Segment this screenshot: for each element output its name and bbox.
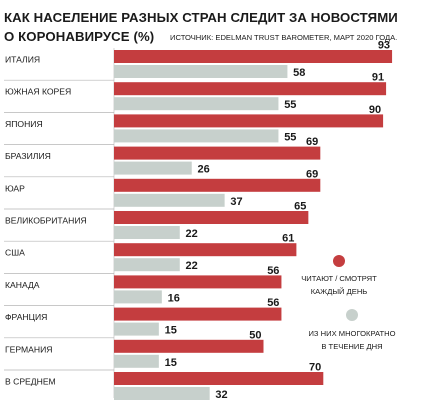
category-label: ФРАНЦИЯ bbox=[5, 312, 47, 322]
bar-rows: ИТАЛИЯ 93 58 ЮЖНАЯ КОРЕЯ 91 55 ЯПОНИЯ 90 55 БРАЗИ… bbox=[4, 40, 393, 401]
category-label: ГЕРМАНИЯ bbox=[5, 344, 53, 354]
category-label: ЮЖНАЯ КОРЕЯ bbox=[5, 87, 71, 97]
bar-daily-value: 65 bbox=[294, 201, 306, 213]
bar-multiple bbox=[114, 129, 279, 143]
bar-daily bbox=[114, 275, 282, 289]
bar-daily-value: 93 bbox=[378, 40, 390, 52]
chart-title-line1: КАК НАСЕЛЕНИЕ РАЗНЫХ СТРАН СЛЕДИТ ЗА НОВ… bbox=[4, 10, 398, 25]
bar-daily-value: 50 bbox=[249, 329, 261, 341]
bar-multiple-value: 58 bbox=[293, 67, 305, 79]
category-label: В СРЕДНЕМ bbox=[5, 377, 56, 387]
bar-multiple bbox=[114, 97, 279, 111]
category-label: ВЕЛИКОБРИТАНИЯ bbox=[5, 216, 87, 226]
bar-multiple bbox=[114, 258, 180, 272]
bar-daily bbox=[114, 307, 282, 321]
bar-daily bbox=[114, 243, 297, 257]
bar-daily bbox=[114, 82, 387, 96]
bar-daily-value: 91 bbox=[372, 72, 384, 84]
bar-multiple-value: 37 bbox=[230, 196, 242, 208]
bar-multiple-value: 22 bbox=[186, 228, 198, 240]
category-label: ЮАР bbox=[5, 183, 25, 193]
legend-daily-label-line1: ЧИТАЮТ / СМОТРЯТ bbox=[301, 274, 377, 283]
bar-multiple-value: 26 bbox=[197, 164, 209, 176]
bar-multiple bbox=[114, 354, 159, 368]
bar-multiple bbox=[114, 161, 192, 175]
bar-multiple bbox=[114, 387, 210, 400]
legend: ЧИТАЮТ / СМОТРЯТ КАЖДЫЙ ДЕНЬ ИЗ НИХ МНОГ… bbox=[301, 255, 396, 351]
bar-daily-value: 69 bbox=[306, 136, 318, 148]
legend-multiple-marker bbox=[346, 309, 358, 321]
bar-daily bbox=[114, 178, 321, 192]
bar-daily-value: 70 bbox=[309, 362, 321, 374]
category-label: ИТАЛИЯ bbox=[5, 55, 40, 65]
bar-daily-value: 56 bbox=[267, 265, 279, 277]
bar-multiple-value: 15 bbox=[165, 325, 177, 337]
chart-title-line2: О КОРОНАВИРУСЕ (%) bbox=[4, 29, 154, 44]
legend-daily-label-line2: КАЖДЫЙ ДЕНЬ bbox=[311, 287, 368, 296]
bar-multiple-value: 16 bbox=[168, 292, 180, 304]
legend-daily-marker bbox=[333, 255, 345, 267]
category-label: ЯПОНИЯ bbox=[5, 119, 43, 129]
bar-daily bbox=[114, 146, 321, 160]
bar-multiple-value: 55 bbox=[284, 131, 296, 143]
bar-daily-value: 69 bbox=[306, 168, 318, 180]
bar-multiple bbox=[114, 290, 162, 304]
bar-multiple bbox=[114, 226, 180, 239]
category-label: БРАЗИЛИЯ bbox=[5, 151, 51, 161]
source-note: ИСТОЧНИК: EDELMAN TRUST BAROMETER, МАРТ … bbox=[170, 33, 397, 42]
bar-multiple-value: 55 bbox=[284, 99, 296, 111]
bar-daily bbox=[114, 372, 324, 385]
bar-daily bbox=[114, 339, 264, 353]
bar-daily-value: 56 bbox=[267, 297, 279, 309]
bar-daily-value: 90 bbox=[369, 104, 381, 116]
bar-multiple bbox=[114, 65, 288, 78]
legend-multiple-label-line2: В ТЕЧЕНИЕ ДНЯ bbox=[321, 342, 382, 351]
category-label: США bbox=[5, 248, 25, 258]
bar-daily-value: 61 bbox=[282, 233, 294, 245]
bar-daily bbox=[114, 114, 384, 128]
bar-multiple-value: 22 bbox=[186, 260, 198, 272]
bar-daily bbox=[114, 50, 393, 63]
bar-multiple-value: 32 bbox=[215, 389, 227, 401]
bar-multiple-value: 15 bbox=[165, 357, 177, 369]
bar-daily bbox=[114, 211, 309, 224]
bar-multiple bbox=[114, 322, 159, 336]
bar-multiple bbox=[114, 193, 225, 207]
category-label: КАНАДА bbox=[5, 280, 40, 290]
legend-multiple-label-line1: ИЗ НИХ МНОГОКРАТНО bbox=[308, 329, 395, 338]
